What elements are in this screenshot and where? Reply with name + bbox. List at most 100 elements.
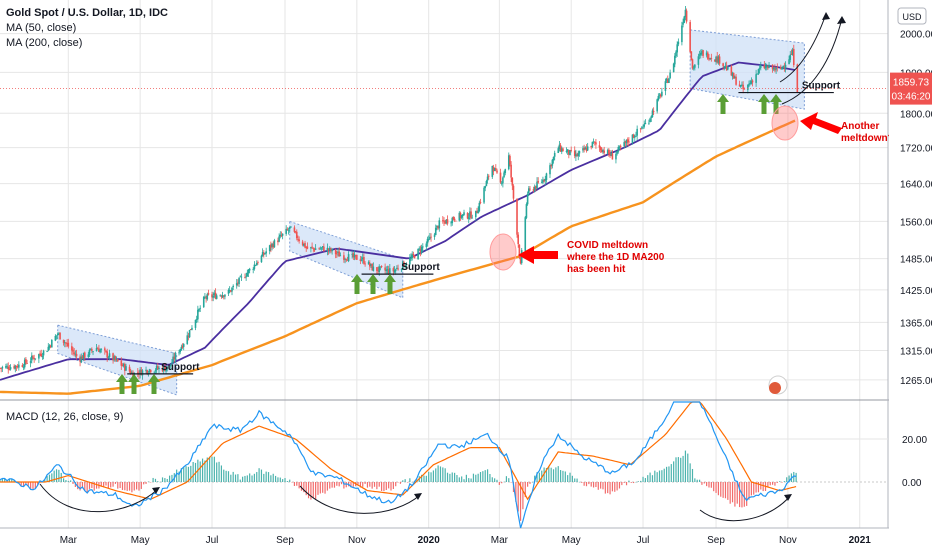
candle-up xyxy=(246,272,249,277)
candle-up xyxy=(526,194,529,205)
candle-up xyxy=(74,353,77,355)
ma50-legend[interactable]: MA (50, close) xyxy=(6,22,77,34)
histogram-bar-negative xyxy=(79,482,81,491)
candle-down xyxy=(371,263,373,271)
histogram-bar-negative xyxy=(397,482,399,483)
candle-down xyxy=(128,366,131,372)
candle-down xyxy=(75,353,78,357)
candle-up xyxy=(400,269,403,270)
histogram-bar-positive xyxy=(147,481,149,482)
ma200-legend[interactable]: MA (200, close) xyxy=(6,37,83,49)
histogram-bar-negative xyxy=(522,482,524,510)
candle-up xyxy=(100,349,103,350)
histogram-bar-positive xyxy=(458,477,460,482)
candle-down xyxy=(476,211,478,213)
covid-hit-circle xyxy=(489,233,517,271)
candle-down xyxy=(603,150,605,153)
candle-up xyxy=(55,335,58,337)
candle-down xyxy=(26,363,28,365)
histogram-bar-positive xyxy=(428,471,430,482)
candle-down xyxy=(0,368,2,369)
candle-up xyxy=(235,283,238,286)
histogram-bar-positive xyxy=(486,469,489,482)
candle-up xyxy=(337,251,339,254)
histogram-bar-positive xyxy=(461,476,463,482)
histogram-bar-negative xyxy=(380,482,383,491)
histogram-bar-positive xyxy=(783,481,785,482)
green-up-arrow xyxy=(758,94,770,114)
candle-up xyxy=(764,66,767,69)
publisher-logo xyxy=(768,375,788,395)
histogram-bar-positive xyxy=(562,470,564,482)
symbol-title[interactable]: Gold Spot / U.S. Dollar, 1D, IDC xyxy=(6,7,168,19)
candle-down xyxy=(32,356,34,358)
candle-up xyxy=(113,356,116,361)
candle-up xyxy=(615,153,617,160)
candle-up xyxy=(560,148,563,152)
candle-up xyxy=(694,64,696,68)
candle-up xyxy=(617,146,620,152)
candle-up xyxy=(656,99,658,112)
macd-title[interactable]: MACD (12, 26, close, 9) xyxy=(6,411,124,423)
histogram-bar-positive xyxy=(682,455,684,482)
candle-down xyxy=(270,244,272,248)
support-levels: Support Support Support xyxy=(127,81,841,375)
price-tick-label: 1485.00 xyxy=(900,255,932,266)
candle-up xyxy=(681,25,683,43)
histogram-bar-negative xyxy=(305,482,307,496)
histogram-bar-negative xyxy=(376,482,378,490)
time-tick-label: Sep xyxy=(276,535,294,546)
candle-up xyxy=(451,217,454,224)
candle-down xyxy=(83,352,86,358)
candle-down xyxy=(550,164,552,167)
candle-down xyxy=(767,66,769,69)
candle-up xyxy=(370,263,372,266)
candle-up xyxy=(191,327,193,330)
histogram-bar-positive xyxy=(164,478,166,482)
candle-up xyxy=(221,294,224,298)
histogram-bar-positive xyxy=(272,473,274,482)
histogram-bar-negative xyxy=(703,482,705,484)
histogram-bar-negative xyxy=(498,482,500,485)
histogram-bar-positive xyxy=(642,476,644,482)
candle-up xyxy=(41,356,44,357)
candle-up xyxy=(30,355,33,361)
candle-down xyxy=(71,346,73,351)
histogram-bar-negative xyxy=(710,482,712,488)
macd-tick-label: 20.00 xyxy=(902,435,927,446)
candle-down xyxy=(114,356,117,360)
histogram-bar-negative xyxy=(385,482,387,491)
histogram-bar-negative xyxy=(117,482,119,489)
histogram-bar-positive xyxy=(567,475,569,482)
histogram-bar-positive xyxy=(578,481,581,483)
candle-up xyxy=(536,181,538,189)
candle-up xyxy=(544,179,547,181)
candle-down xyxy=(222,295,225,297)
candle-down xyxy=(132,372,134,378)
histogram-bar-positive xyxy=(263,473,265,482)
candle-up xyxy=(351,253,353,255)
candle-down xyxy=(570,150,572,151)
channel-boxes xyxy=(57,29,805,396)
histogram-bar-positive xyxy=(694,478,696,482)
candle-up xyxy=(314,248,317,250)
candle-up xyxy=(367,261,370,265)
histogram-bar-positive xyxy=(253,473,255,482)
candle-up xyxy=(321,246,324,248)
histogram-bar-negative xyxy=(296,482,298,486)
histogram-bar-negative xyxy=(293,482,296,487)
candle-up xyxy=(99,349,101,353)
macd-curve-arrowhead xyxy=(152,487,160,494)
histogram-bar-positive xyxy=(230,474,232,482)
histogram-bar-positive xyxy=(159,481,161,483)
candle-down xyxy=(91,349,93,351)
histogram-bar-negative xyxy=(133,482,135,491)
histogram-bar-positive xyxy=(258,468,260,482)
histogram-bar-positive xyxy=(176,469,178,482)
histogram-bar-positive xyxy=(44,479,46,482)
candle-up xyxy=(577,153,580,157)
candle-up xyxy=(202,296,205,308)
candle-up xyxy=(89,348,92,350)
candle-up xyxy=(9,367,12,370)
histogram-bar-negative xyxy=(776,482,778,483)
